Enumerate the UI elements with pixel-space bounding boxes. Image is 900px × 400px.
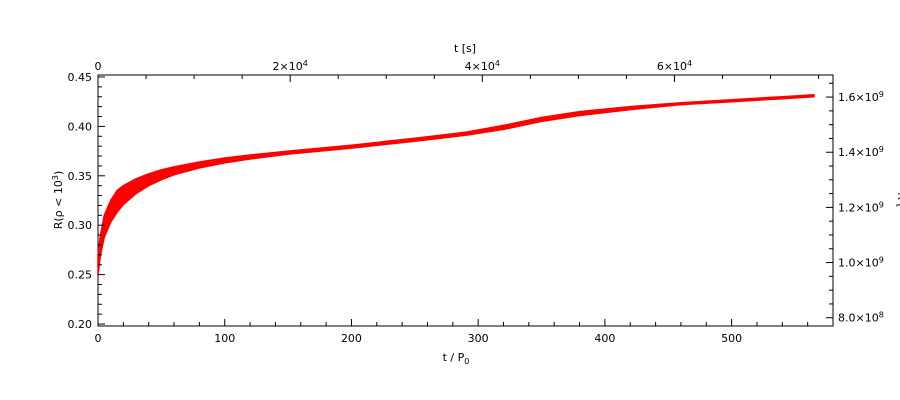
series-band-0 (97, 94, 815, 276)
y-tick-label: 0.40 (68, 120, 93, 133)
x-axis-label: t / P0 (443, 351, 470, 366)
x-tick-label: 400 (594, 332, 615, 345)
x-top-tick-label: 2×104 (273, 59, 308, 73)
y-right-axis-label: R [ (895, 192, 900, 207)
x-tick-label: 0 (95, 332, 102, 345)
y-right-tick-label: 1.6×109 (838, 90, 884, 104)
y-tick-label: 0.35 (68, 170, 93, 183)
y-axis-label: R(ρ < 103) (51, 171, 65, 230)
x-top-tick-label: 4×104 (465, 59, 500, 73)
chart-marks (97, 94, 815, 276)
axis-ticks: 0 100 200 300 400 500 0 2×104 4×104 6×104 0.20 0.25… (68, 59, 884, 345)
y-right-tick-label: 1.0×109 (838, 256, 884, 270)
x-top-tick-label: 6×104 (657, 59, 692, 73)
x-tick-label: 100 (214, 332, 235, 345)
y-tick-label: 0.30 (68, 219, 93, 232)
x-tick-label: 200 (341, 332, 362, 345)
y-tick-label: 0.20 (68, 318, 93, 331)
y-right-tick-label: 1.2×109 (838, 200, 884, 214)
x-tick-label: 500 (721, 332, 742, 345)
x-top-tick-label: 0 (95, 60, 102, 73)
x-top-axis-label: t [s] (454, 42, 476, 55)
x-tick-label: 300 (468, 332, 489, 345)
y-tick-label: 0.45 (68, 71, 93, 84)
y-right-tick-label: 1.4×109 (838, 145, 884, 159)
y-right-tick-label: 8.0×108 (838, 311, 884, 325)
plot-frame (97, 74, 834, 327)
y-tick-label: 0.25 (68, 269, 93, 282)
